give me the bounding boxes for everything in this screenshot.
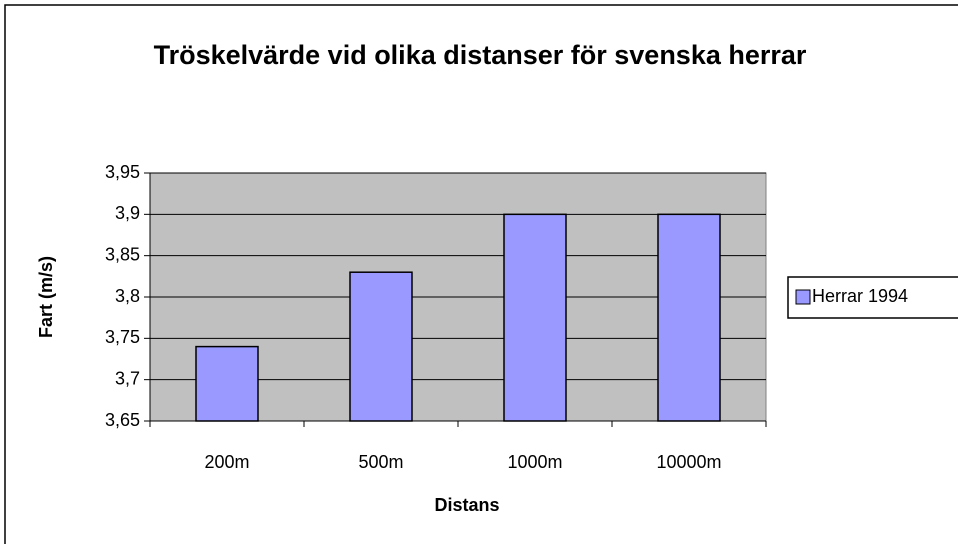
legend-swatch (795, 289, 811, 305)
y-tick-label: 3,95 (105, 162, 140, 182)
bar (195, 345, 259, 422)
y-axis-label: Fart (m/s) (36, 256, 56, 338)
y-tick-label: 3,7 (115, 368, 140, 388)
bar (349, 271, 413, 422)
x-tick-label: 500m (358, 452, 403, 472)
y-tick-label: 3,9 (115, 203, 140, 223)
x-tick-label: 10000m (656, 452, 721, 472)
bar (503, 213, 567, 422)
y-tick-label: 3,8 (115, 286, 140, 306)
y-tick-label: 3,65 (105, 410, 140, 430)
chart-title: Tröskelvärde vid olika distanser för sve… (153, 40, 807, 70)
x-tick-label: 1000m (507, 452, 562, 472)
legend-label: Herrar 1994 (812, 286, 908, 306)
x-axis-label: Distans (434, 495, 499, 515)
y-tick-label: 3,85 (105, 244, 140, 264)
bar (657, 213, 721, 422)
x-tick-label: 200m (204, 452, 249, 472)
legend-box (787, 276, 958, 319)
y-tick-label: 3,75 (105, 327, 140, 347)
